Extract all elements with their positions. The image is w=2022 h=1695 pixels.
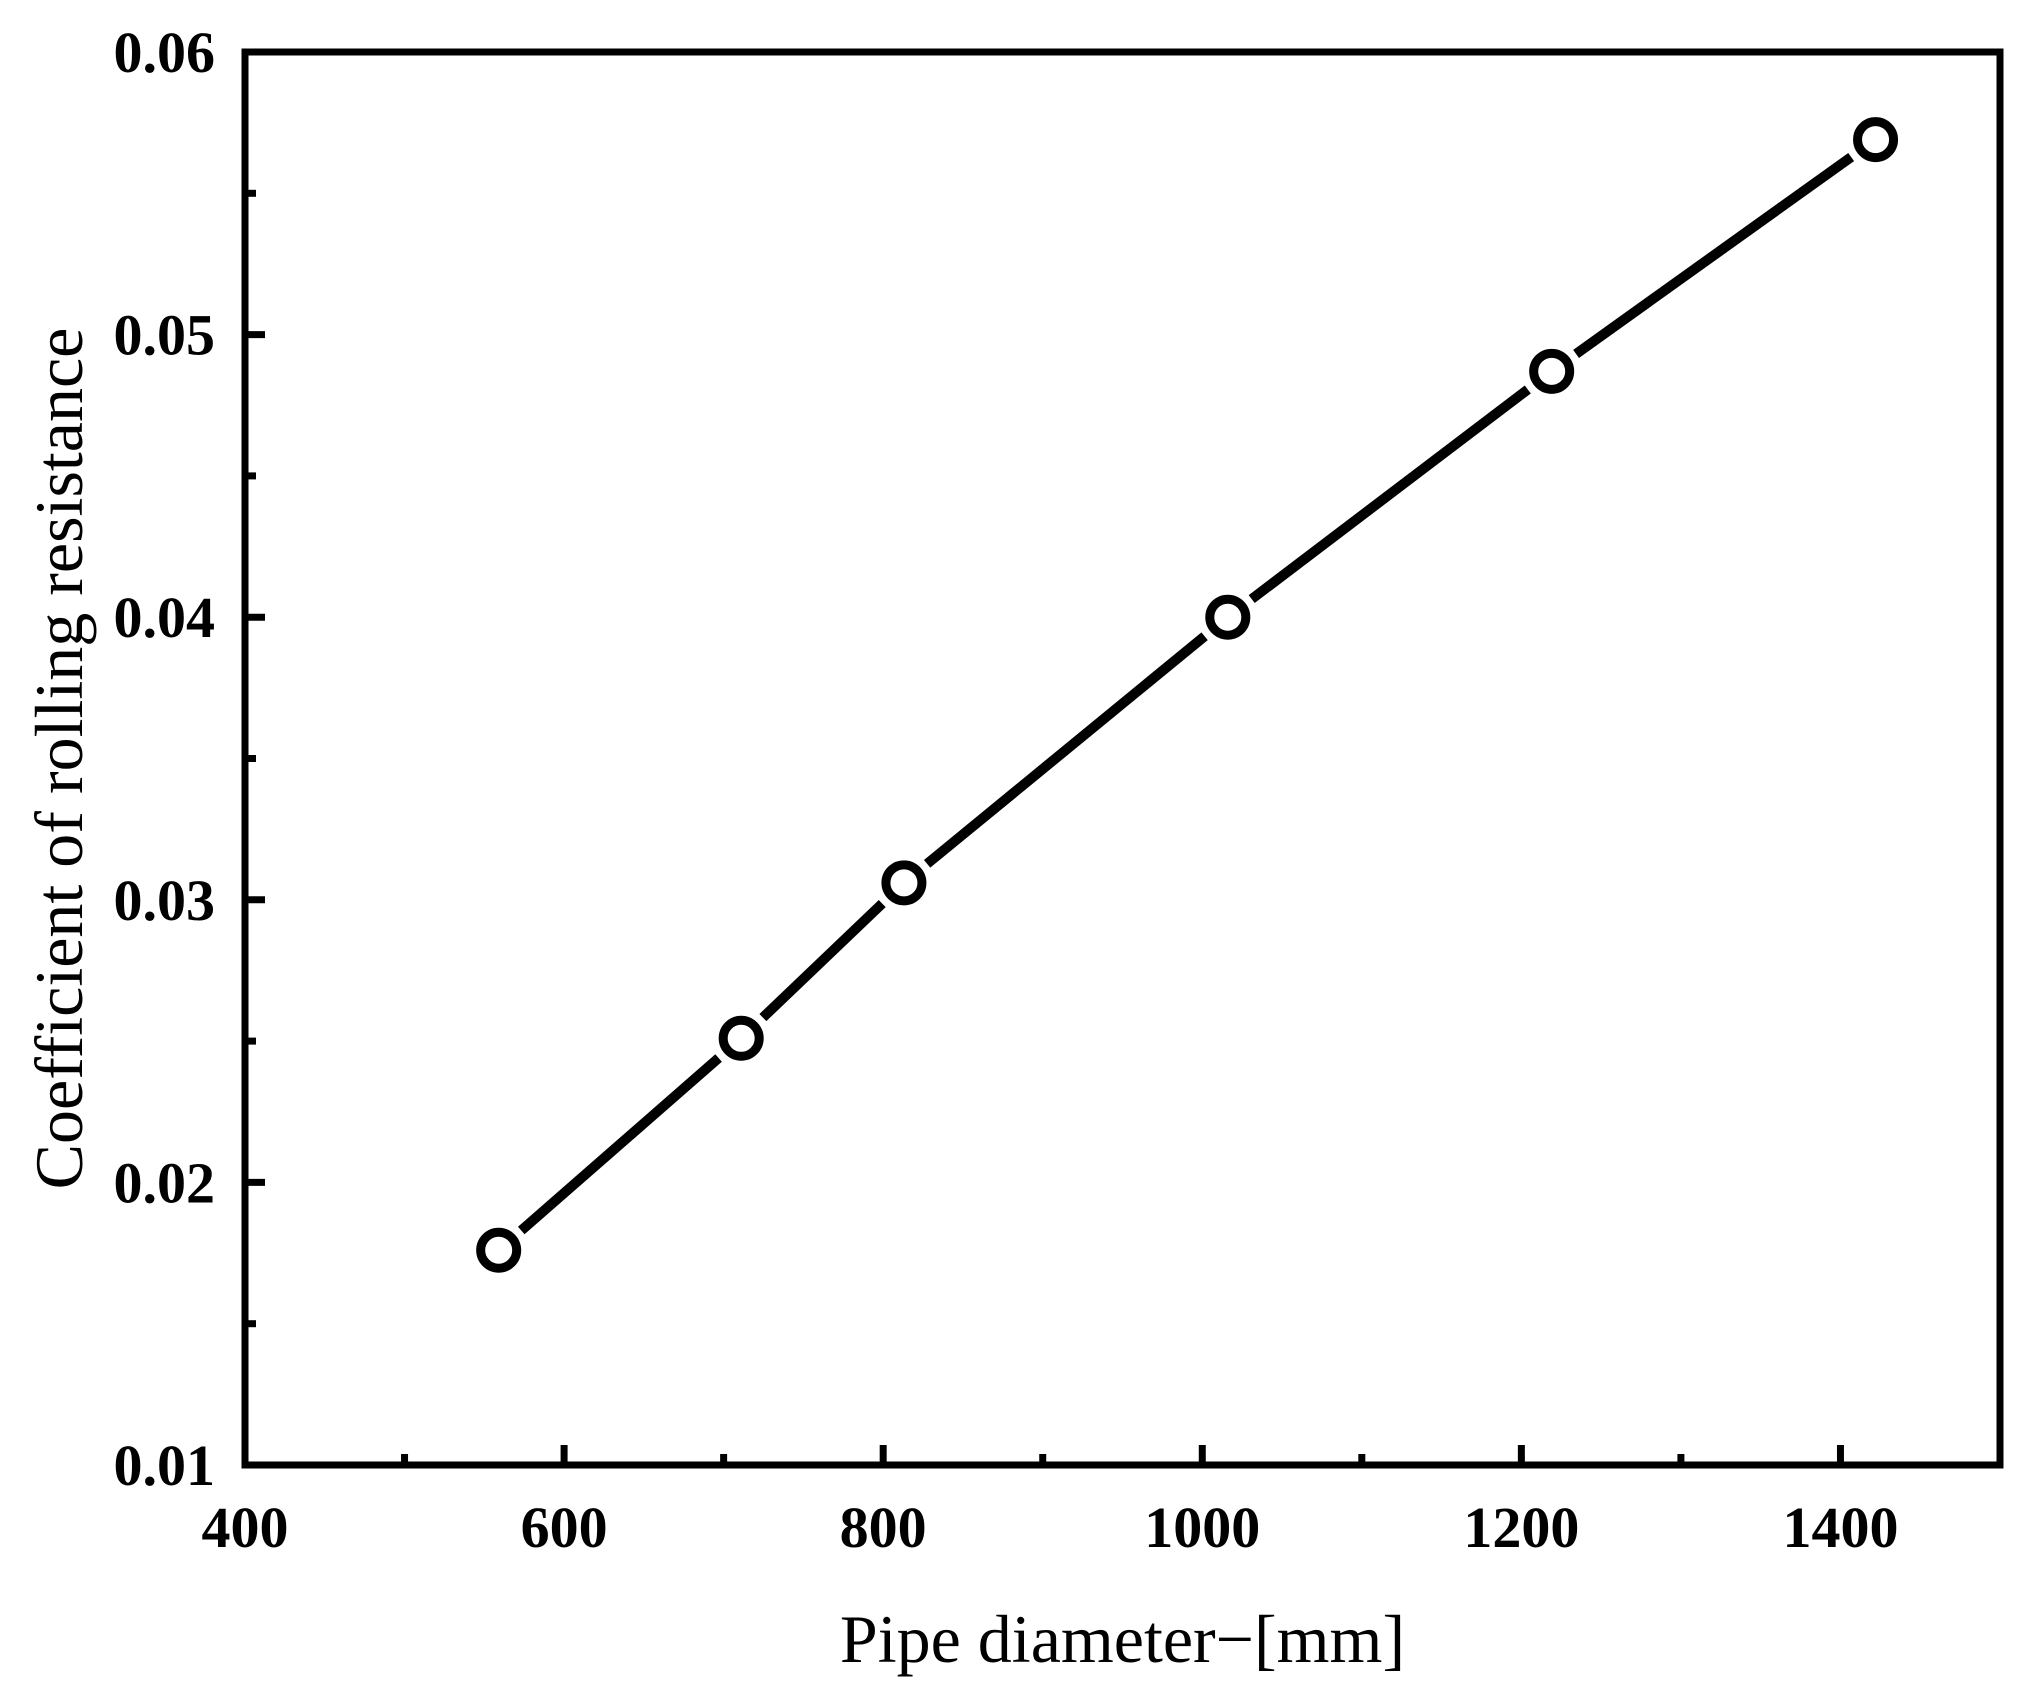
data-point-marker: [1205, 594, 1251, 640]
data-point-marker: [476, 1227, 522, 1273]
data-point-marker: [881, 860, 927, 906]
series-lines: [517, 152, 1855, 1235]
y-tick-label: 0.03: [114, 868, 216, 933]
series-line-segment: [759, 899, 886, 1022]
series-line-segment: [517, 1054, 722, 1235]
data-point-marker: [1853, 117, 1899, 163]
series-markers: [476, 117, 1899, 1273]
y-tick-label: 0.05: [114, 303, 216, 368]
x-tick-label: 1000: [1144, 1495, 1260, 1560]
y-tick-label: 0.04: [114, 585, 216, 650]
x-axis-title: Pipe diameter−[mm]: [840, 1601, 1405, 1677]
x-tick-label: 600: [521, 1495, 608, 1560]
data-point-marker: [1529, 348, 1575, 394]
x-tick-label: 1400: [1782, 1495, 1898, 1560]
x-tick-labels: 400 600 800 1000 1200 1400: [202, 1495, 1899, 1560]
x-tick-label: 1200: [1463, 1495, 1579, 1560]
y-axis-title: Coefficient of rolling resistance: [21, 328, 97, 1190]
series-line-segment: [1573, 152, 1855, 358]
series-line-segment: [923, 632, 1208, 868]
y-tick-label: 0.01: [114, 1433, 216, 1498]
plot-frame: [241, 48, 2004, 1469]
series-line-segment: [1248, 385, 1531, 604]
x-tick-label: 400: [202, 1495, 289, 1560]
data-point-marker: [718, 1015, 764, 1061]
y-tick-label: 0.02: [114, 1150, 216, 1215]
y-tick-labels: 0.01 0.02 0.03 0.04 0.05 0.06: [114, 20, 216, 1498]
x-tick-label: 800: [840, 1495, 927, 1560]
y-tick-label: 0.06: [114, 20, 216, 85]
